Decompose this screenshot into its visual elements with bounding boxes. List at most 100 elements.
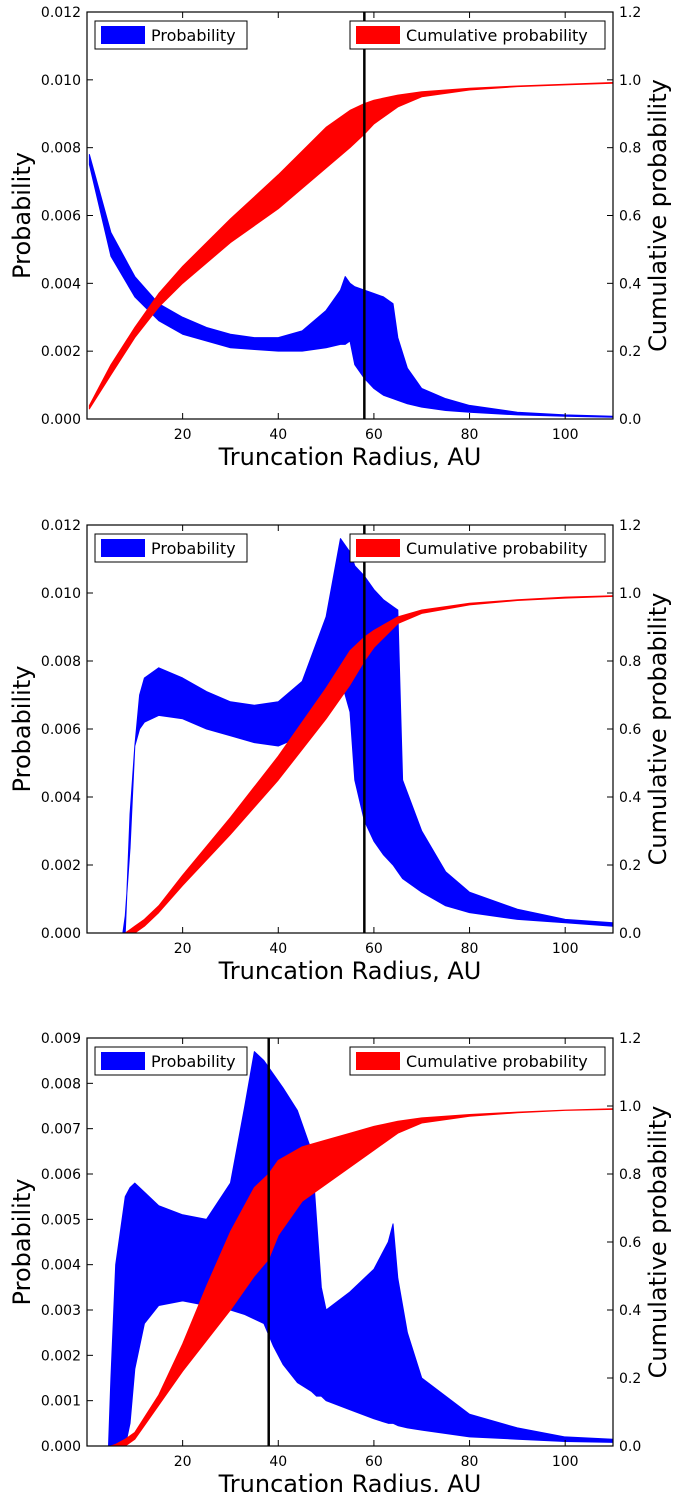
y-tick-label-right: 0.6 <box>619 1235 641 1251</box>
plot-area <box>87 525 613 933</box>
y-tick-label-left: 0.000 <box>41 412 81 428</box>
legend-label: Probability <box>151 26 236 45</box>
legend-swatch <box>101 1052 145 1070</box>
y-tick-label-right: 1.2 <box>619 518 641 534</box>
y-tick-label-left: 0.008 <box>41 1076 81 1092</box>
legend-swatch <box>356 539 400 557</box>
series-band-cumulative-probability <box>88 82 613 410</box>
x-tick-label: 40 <box>269 427 287 443</box>
y-tick-label-right: 0.8 <box>619 654 641 670</box>
legend-label: Probability <box>151 1052 236 1071</box>
x-tick-label: 60 <box>365 941 383 957</box>
x-tick-label: 20 <box>174 941 192 957</box>
y-tick-label-left: 0.004 <box>41 276 81 292</box>
y-tick-label-left: 0.009 <box>41 1031 81 1047</box>
y-tick-label-right: 0.6 <box>619 722 641 738</box>
x-tick-label: 100 <box>552 941 579 957</box>
y-tick-label-left: 0.005 <box>41 1212 81 1228</box>
y-tick-label-right: 0.8 <box>619 141 641 157</box>
y-tick-label-left: 0.001 <box>41 1394 81 1410</box>
y-tick-label-left: 0.004 <box>41 1258 81 1274</box>
y-tick-label-right: 0.8 <box>619 1167 641 1183</box>
y-tick-label-right: 1.2 <box>619 5 641 21</box>
x-tick-label: 60 <box>365 1454 383 1470</box>
legend-swatch <box>101 539 145 557</box>
y-tick-label-left: 0.006 <box>41 722 81 738</box>
y-tick-label-right: 1.0 <box>619 1099 641 1115</box>
y-tick-label-right: 0.0 <box>619 926 641 942</box>
y-tick-label-right: 0.4 <box>619 1303 641 1319</box>
y-tick-label-left: 0.003 <box>41 1303 81 1319</box>
y-tick-label-left: 0.007 <box>41 1122 81 1138</box>
y-axis-title-right: Cumulative probability <box>644 1106 672 1379</box>
chart-panel-1: 20 40 60 80 1000.0000.0020.0040.0060.0080.01… <box>8 5 672 471</box>
y-tick-label-left: 0.002 <box>41 858 81 874</box>
plot-area <box>87 1038 613 1446</box>
x-axis-title: Truncation Radius, AU <box>218 1470 482 1492</box>
x-axis-title: Truncation Radius, AU <box>218 443 482 471</box>
y-axis-title-left: Probability <box>8 1179 36 1306</box>
legend-cumulative-probability: Cumulative probability <box>349 1046 606 1076</box>
y-tick-label-left: 0.002 <box>41 344 81 360</box>
legend-label: Cumulative probability <box>406 26 588 45</box>
x-tick-label: 80 <box>461 1454 479 1470</box>
x-tick-label: 40 <box>269 1454 287 1470</box>
legend-swatch <box>356 26 400 44</box>
y-tick-label-right: 0.0 <box>619 1439 641 1455</box>
legend-cumulative-probability: Cumulative probability <box>349 533 606 563</box>
x-tick-label: 20 <box>174 427 192 443</box>
series-band-cumulative-probability <box>87 1108 613 1446</box>
legend-swatch <box>356 1052 400 1070</box>
y-tick-label-left: 0.006 <box>41 209 81 225</box>
legend-swatch <box>101 26 145 44</box>
series-band-cumulative-probability <box>87 595 613 933</box>
x-axis-title: Truncation Radius, AU <box>218 957 482 985</box>
y-tick-label-left: 0.000 <box>41 1439 81 1455</box>
x-tick-label: 100 <box>552 1454 579 1470</box>
legend-probability: Probability <box>94 1046 248 1076</box>
legend-label: Cumulative probability <box>406 1052 588 1071</box>
x-tick-label: 20 <box>174 1454 192 1470</box>
y-tick-label-right: 0.6 <box>619 209 641 225</box>
y-axis-title-right: Cumulative probability <box>644 593 672 866</box>
x-tick-label: 80 <box>461 941 479 957</box>
legend-probability: Probability <box>94 533 248 563</box>
y-tick-label-right: 0.2 <box>619 858 641 874</box>
y-axis-title-left: Probability <box>8 666 36 793</box>
y-tick-label-right: 0.2 <box>619 1371 641 1387</box>
y-axis-title-right: Cumulative probability <box>644 79 672 352</box>
x-tick-label: 40 <box>269 941 287 957</box>
y-tick-label-left: 0.004 <box>41 790 81 806</box>
axes-frame <box>86 11 614 420</box>
y-tick-label-right: 1.2 <box>619 1031 641 1047</box>
y-tick-label-right: 1.0 <box>619 73 641 89</box>
y-tick-label-right: 0.2 <box>619 344 641 360</box>
y-axis-title-left: Probability <box>8 152 36 279</box>
y-tick-label-left: 0.008 <box>41 141 81 157</box>
x-tick-label: 80 <box>461 427 479 443</box>
x-tick-label: 100 <box>552 427 579 443</box>
legend-label: Probability <box>151 539 236 558</box>
y-tick-label-left: 0.000 <box>41 926 81 942</box>
y-tick-label-right: 1.0 <box>619 586 641 602</box>
chart-panel-3: 20 40 60 80 1000.0000.0010.0020.0030.0040.00… <box>8 1031 672 1492</box>
legend-label: Cumulative probability <box>406 539 588 558</box>
plot-area <box>88 12 613 419</box>
y-tick-label-left: 0.002 <box>41 1348 81 1364</box>
y-tick-label-right: 0.0 <box>619 412 641 428</box>
series-band-probability <box>88 153 613 418</box>
legend-cumulative-probability: Cumulative probability <box>349 20 606 50</box>
legend-probability: Probability <box>94 20 248 50</box>
y-tick-label-left: 0.010 <box>41 586 81 602</box>
y-tick-label-left: 0.010 <box>41 73 81 89</box>
y-tick-label-left: 0.006 <box>41 1167 81 1183</box>
y-tick-label-right: 0.4 <box>619 276 641 292</box>
y-tick-label-left: 0.012 <box>41 518 81 534</box>
x-tick-label: 60 <box>365 427 383 443</box>
y-tick-label-right: 0.4 <box>619 790 641 806</box>
series-band-probability <box>87 538 613 933</box>
y-tick-label-left: 0.008 <box>41 654 81 670</box>
y-tick-label-left: 0.012 <box>41 5 81 21</box>
chart-panel-2: 20 40 60 80 1000.0000.0020.0040.0060.0080.01… <box>8 518 672 985</box>
